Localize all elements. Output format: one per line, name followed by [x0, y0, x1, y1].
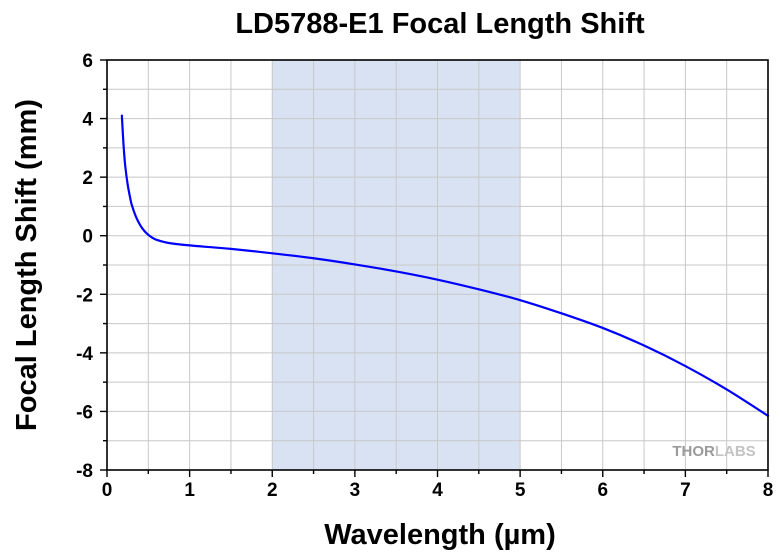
x-tick-labels: 0 1 2 3 4 5 6 7 8	[102, 480, 774, 501]
y-tick-label: -8	[76, 461, 93, 482]
y-tick-label: 6	[82, 51, 93, 72]
x-tick-label: 3	[350, 480, 361, 501]
y-axis-label: Focal Length Shift (mm)	[11, 99, 43, 431]
x-tick-label: 2	[267, 480, 278, 501]
y-tick-label: -4	[76, 344, 93, 365]
x-tick-label: 5	[515, 480, 526, 501]
y-tick-label: 4	[82, 110, 93, 131]
focal-shift-series-line	[120, 114, 770, 417]
x-tick-label: 1	[184, 480, 195, 501]
logo-prefix: THOR	[672, 443, 715, 460]
y-tick-label: 0	[82, 227, 93, 248]
x-tick-label: 6	[597, 480, 608, 501]
x-tick-label: 4	[432, 480, 443, 501]
chart-title: LD5788-E1 Focal Length Shift	[235, 8, 645, 40]
x-axis-label: Wavelength (µm)	[324, 519, 556, 551]
plot-frame	[106, 59, 769, 471]
y-tick-label: 2	[82, 168, 93, 189]
x-tick-label: 8	[763, 480, 774, 501]
x-tick-label: 0	[102, 480, 113, 501]
grid-lines	[107, 60, 768, 470]
y-tick-label: -6	[76, 402, 93, 423]
x-tick-label: 7	[680, 480, 691, 501]
y-tick-label: -2	[76, 285, 93, 306]
thorlabs-logo: THORLABS	[672, 443, 755, 460]
logo-suffix: LABS	[715, 443, 756, 460]
y-tick-labels: -8 -6 -4 -2 0 2 4 6	[76, 51, 93, 482]
